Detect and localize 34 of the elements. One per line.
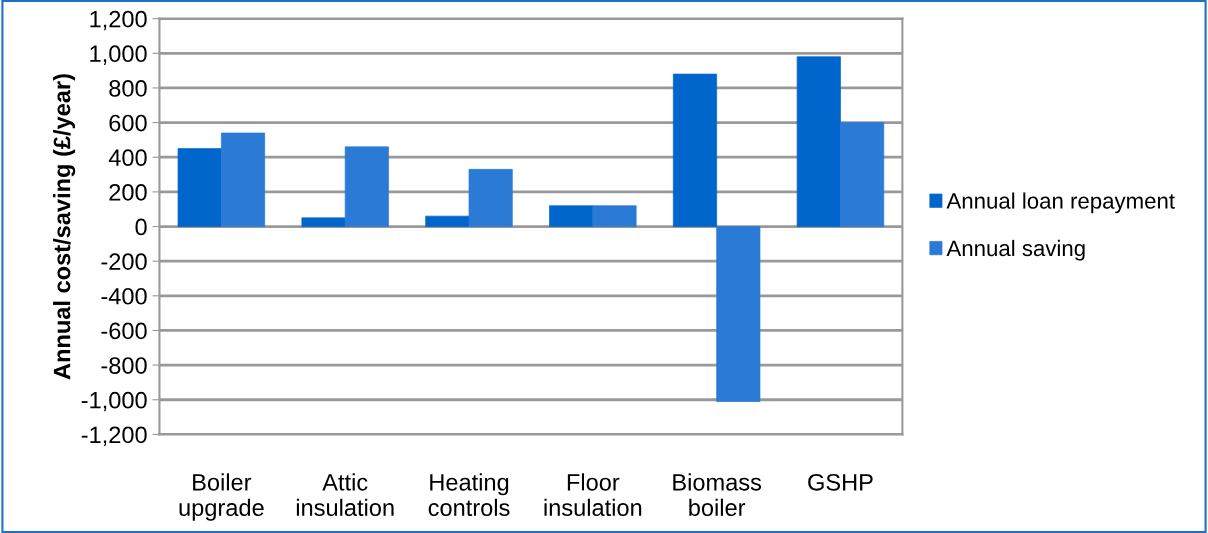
y-tick-label: 0 xyxy=(135,218,147,236)
y-tick-label: -800 xyxy=(101,357,147,374)
bar xyxy=(344,146,389,227)
bar xyxy=(177,148,222,227)
y-tick-label: 800 xyxy=(109,80,147,97)
y-tick-label: 1,000 xyxy=(90,45,147,65)
x-tick-label: Boiler upgrade xyxy=(179,473,264,521)
y-axis-title: Annual cost/saving (£/year) xyxy=(53,74,76,380)
y-tick-label: -600 xyxy=(101,322,147,340)
x-tick-label: Floor insulation xyxy=(544,473,642,517)
bar xyxy=(672,73,717,227)
y-tick-label: 600 xyxy=(109,114,147,132)
x-tick-label: GSHP xyxy=(808,473,873,491)
bar xyxy=(549,205,594,227)
y-tick-label: 400 xyxy=(108,149,147,167)
y-tick-label: 200 xyxy=(109,183,147,201)
bar xyxy=(796,56,841,227)
x-tick-label: Attic insulation xyxy=(296,473,394,517)
x-tick-label: Biomass boiler xyxy=(673,473,762,517)
bar xyxy=(716,226,761,402)
x-tick-label: Heating controls xyxy=(428,473,510,517)
bar xyxy=(468,169,513,227)
bar xyxy=(301,217,346,227)
y-tick-label: -400 xyxy=(101,287,147,305)
y-tick-label: 1,200 xyxy=(90,10,147,31)
y-tick-label: -1,200 xyxy=(81,426,147,446)
y-tick-label: -200 xyxy=(101,253,147,270)
legend-label: Annual saving xyxy=(946,239,1085,261)
bar xyxy=(592,205,637,227)
bar xyxy=(840,122,885,227)
legend-label: Annual loan repayment xyxy=(946,192,1175,214)
bar xyxy=(425,215,470,227)
y-tick-label: -1,000 xyxy=(81,391,147,412)
bar xyxy=(221,132,266,227)
